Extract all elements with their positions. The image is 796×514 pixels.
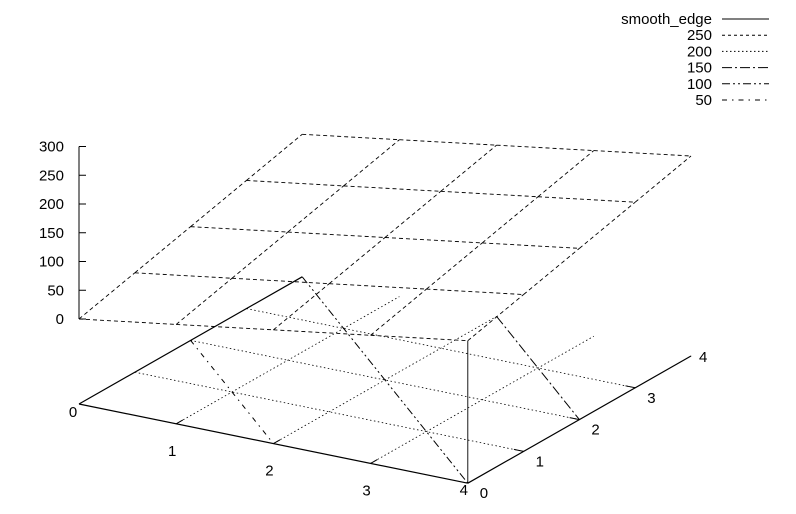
legend-label-100: 100 [687,76,712,93]
contour-line-50 [190,340,274,444]
contour-lines [190,276,580,484]
surface-mesh-line-x1-seg1 [231,231,289,279]
z-tick-label-0: 0 [56,311,64,328]
surface-mesh-line-x0-seg0 [78,272,136,320]
y-tick-label-3: 3 [647,390,655,407]
contour-line-100 [301,276,469,484]
surface-mesh-line-x4-seg1 [523,248,580,295]
x-tick-label-2: 2 [265,463,273,480]
surface-mesh-line-y3-seg1 [343,185,441,192]
surface-mesh-line-y2-seg2 [384,237,483,244]
surface-mesh-line-x2-seg1 [328,237,386,285]
surface-mesh-line-x0-seg3 [246,133,303,181]
y-tick-label-2: 2 [591,422,599,439]
legend-label-200: 200 [687,43,712,60]
x-tick-2 [273,439,281,445]
surface-mesh-line-x3-seg0 [370,288,427,336]
surface-mesh-line-x1-seg2 [287,185,344,233]
base-grid-line-x-3 [370,335,594,464]
y-tick-label-4: 4 [699,349,707,366]
surface-mesh-line-x2-seg0 [273,283,330,331]
y-tick-label-1: 1 [536,453,544,470]
surface-mesh-line-y1-seg1 [231,277,330,285]
surface-mesh-line-x4-seg2 [579,201,636,249]
surface-mesh-line-x1-seg3 [343,139,400,187]
legend-label-50: 50 [695,92,712,109]
x-tick-3 [370,459,378,464]
x-tick-label-4: 4 [460,482,468,499]
surface-mesh-line-y3-seg3 [537,196,636,203]
surface-mesh-line-x1-seg0 [175,277,233,325]
surface-mesh-line-x0-seg1 [134,226,191,274]
y-tick-2 [569,417,580,421]
surface-mesh-line-y0-seg0 [78,318,177,325]
surface-mesh-line-x3-seg2 [481,196,539,244]
surface-mesh-line-y4-seg1 [399,139,497,146]
surface-mesh-line-y2-seg3 [482,242,580,249]
x-tick-label-3: 3 [362,482,370,499]
legend-label-150: 150 [687,60,712,77]
y-tick-label-0: 0 [480,485,488,502]
z-tick-label-50: 50 [47,282,64,299]
y-tick-3 [625,385,636,389]
base-grid-line-x-1 [176,296,400,425]
x-tick-1 [175,419,184,425]
surface-mesh-line-y3-seg0 [246,180,344,187]
surface-mesh-line-y4-seg0 [302,133,400,141]
surface-mesh-line-y2-seg0 [190,226,288,233]
z-tick-label-300: 300 [39,139,64,156]
surface-mesh-line-x3-seg3 [537,150,595,198]
surface-mesh-line-y0-seg3 [370,334,468,342]
x-tick-label-1: 1 [168,443,176,460]
surface-mesh-line-y2-seg1 [287,231,386,238]
surface-mesh [78,133,692,484]
surface-mesh-line-y4-seg3 [593,150,692,157]
z-tick-label-150: 150 [39,225,64,242]
z-tick-label-200: 200 [39,196,64,213]
surface-mesh-line-x0-seg2 [190,180,247,227]
legend-label-smooth_edge: smooth_edge [621,11,712,28]
y-tick-1 [513,448,524,452]
surface-mesh-line-y0-seg1 [176,323,274,331]
surface-mesh-line-y3-seg2 [440,190,539,198]
surface-mesh-line-y1-seg3 [426,288,524,295]
surface-mesh-line-y4-seg2 [496,144,594,152]
surface-mesh-line-x2-seg3 [440,144,497,192]
contour-line-150 [496,316,580,420]
z-tick-label-100: 100 [39,254,64,271]
legend-label-250: 250 [687,27,712,44]
surface-mesh-line-x3-seg1 [426,242,483,290]
surface-mesh-line-x2-seg2 [384,190,442,238]
surface-mesh-line-y1-seg0 [134,272,233,279]
surface-mesh-line-x4-seg0 [467,294,524,342]
surface-mesh-line-y1-seg2 [329,283,427,290]
x-tick-label-0: 0 [69,404,77,421]
surface-mesh-line-x4-seg3 [634,155,692,203]
z-tick-label-250: 250 [39,167,64,184]
surface-mesh-line-y0-seg2 [273,329,371,336]
